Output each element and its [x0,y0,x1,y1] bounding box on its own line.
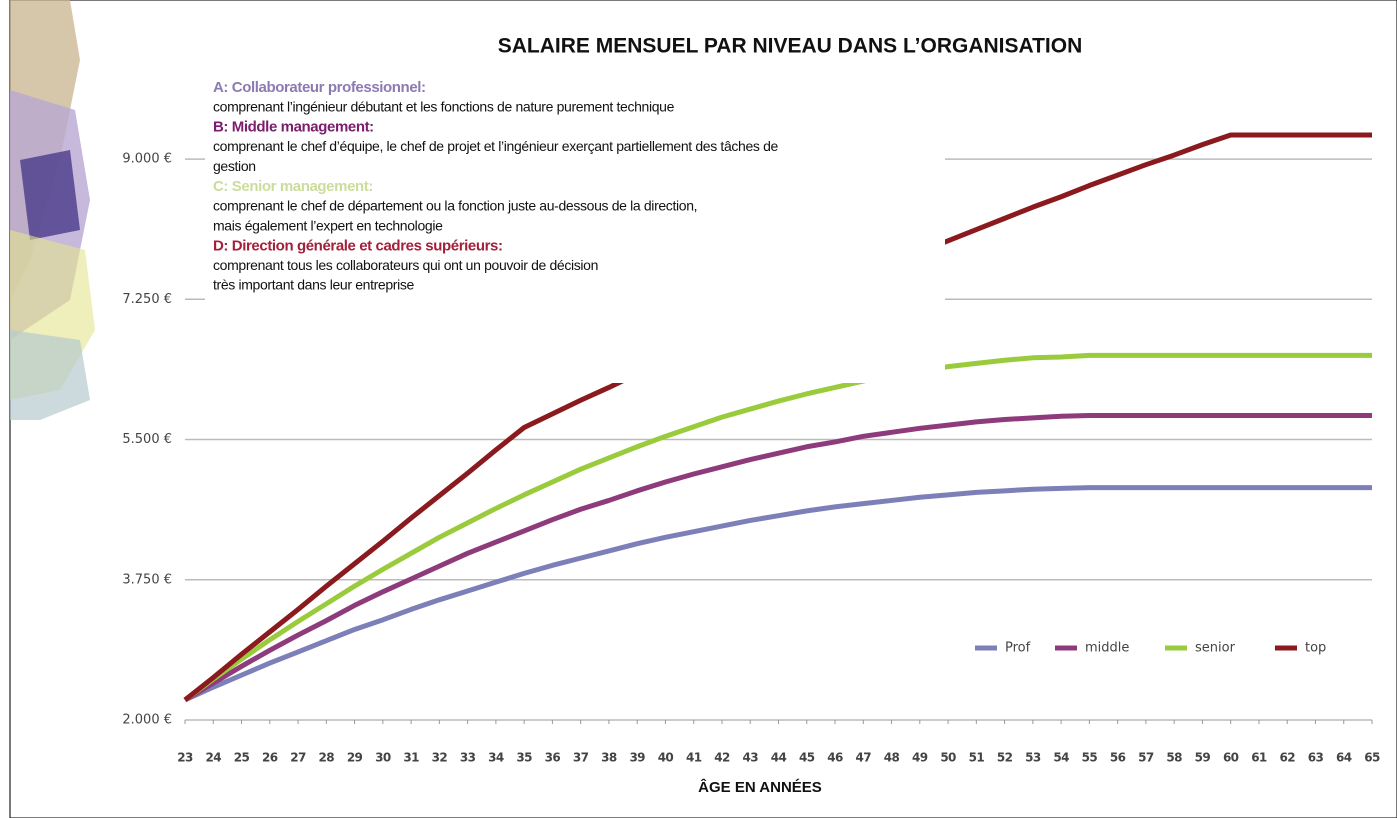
x-tick-label: 40 [658,751,674,765]
x-tick-label: 57 [1138,751,1154,765]
annotation-heading: C: Senior management: [213,178,373,195]
annotation-text: très important dans leur entreprise [213,277,415,293]
annotation-text: comprenant le chef d’équipe, le chef de … [213,138,779,154]
x-tick-label: 48 [884,751,900,765]
annotation-text: comprenant le chef de département ou la … [213,198,697,214]
y-tick-label: 7.250 € [122,292,172,307]
x-tick-label: 53 [1025,751,1041,765]
x-tick-label: 31 [403,751,419,765]
x-tick-label: 29 [347,751,363,765]
y-tick-label: 3.750 € [122,572,172,587]
annotation-heading: A: Collaborateur professionnel: [213,79,426,96]
annotation-text: gestion [213,158,256,174]
x-tick-label: 25 [234,751,250,765]
x-tick-label: 52 [997,751,1013,765]
x-tick-label: 24 [206,751,222,765]
y-tick-label: 2.000 € [122,713,172,728]
x-tick-label: 46 [827,751,843,765]
x-tick-label: 62 [1279,751,1295,765]
x-tick-label: 60 [1223,751,1239,765]
x-tick-label: 45 [799,751,815,765]
annotation-heading: D: Direction générale et cadres supérieu… [213,237,503,254]
x-tick-label: 56 [1110,751,1126,765]
y-tick-label: 5.500 € [122,432,172,447]
annotation-heading: B: Middle management: [213,119,374,136]
annotation-text: mais également l’expert en technologie [213,217,443,233]
x-tick-label: 63 [1308,751,1324,765]
legend-label: Prof [1005,641,1031,656]
annotation-text: comprenant tous les collaborateurs qui o… [213,257,598,273]
x-tick-label: 32 [432,751,448,765]
x-tick-label: 35 [516,751,532,765]
x-tick-label: 50 [940,751,956,765]
x-axis-label: ÂGE EN ANNÉES [698,778,822,796]
x-tick-label: 64 [1336,751,1352,765]
x-tick-label: 49 [912,751,928,765]
x-tick-label: 47 [856,751,872,765]
chart-title: SALAIRE MENSUEL PAR NIVEAU DANS L’ORGANI… [498,35,1083,58]
x-tick-label: 34 [488,751,504,765]
x-tick-label: 58 [1166,751,1182,765]
x-tick-label: 55 [1082,751,1098,765]
annotation-text: comprenant l’ingénieur débutant et les f… [213,99,675,115]
x-tick-label: 38 [601,751,617,765]
x-tick-label: 54 [1053,751,1069,765]
y-tick-label: 9.000 € [122,152,172,167]
x-tick-label: 30 [375,751,391,765]
x-tick-label: 65 [1364,751,1380,765]
x-tick-label: 36 [545,751,561,765]
x-tick-label: 42 [714,751,730,765]
x-tick-label: 23 [177,751,193,765]
x-tick-label: 44 [771,751,787,765]
chart: 2.000 € 3.750 € 5.500 € 7.250 € 9.000 € 23 24 2… [0,0,1397,818]
x-tick-label: 33 [460,751,476,765]
x-tick-label: 59 [1195,751,1211,765]
legend-label: top [1305,641,1326,656]
x-tick-label: 61 [1251,751,1267,765]
x-tick-label: 28 [319,751,335,765]
legend-label: senior [1195,641,1236,656]
legend-label: middle [1085,641,1129,656]
x-tick-label: 37 [573,751,589,765]
x-tick-label: 51 [969,751,985,765]
x-tick-label: 39 [629,751,645,765]
x-tick-label: 27 [290,751,306,765]
x-tick-label: 41 [686,751,702,765]
x-tick-label: 26 [262,751,278,765]
x-tick-label: 43 [742,751,758,765]
